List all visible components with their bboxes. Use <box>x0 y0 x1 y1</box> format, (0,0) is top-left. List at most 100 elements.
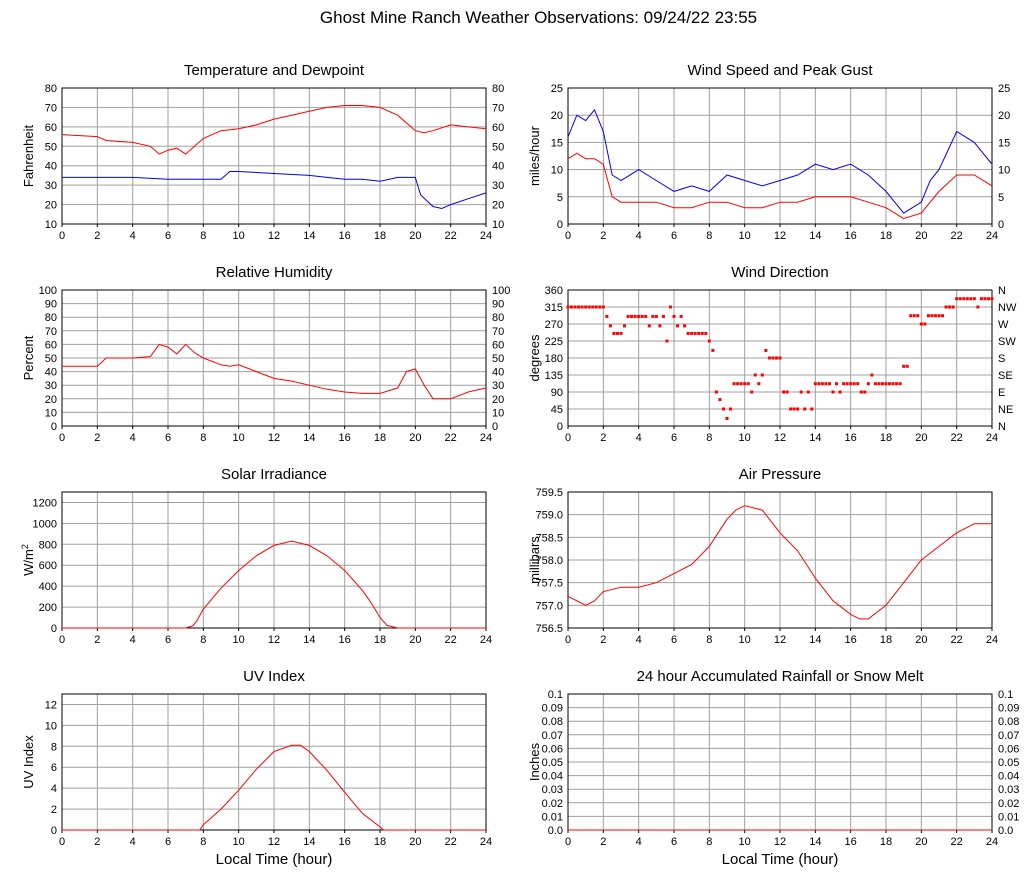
rh-right-ytick-label: 80 <box>492 312 504 324</box>
winddir-xtick-label: 10 <box>739 432 751 444</box>
temp-series-line-1 <box>62 171 487 210</box>
rain-ytick-label: 0.0 <box>548 825 563 837</box>
winddir-point <box>803 407 807 411</box>
rh-ytick-label: 30 <box>45 380 57 392</box>
winddir-title: Wind Direction <box>731 264 829 281</box>
wind-right-ytick-label: 10 <box>998 165 1010 177</box>
winddir-point <box>944 305 948 309</box>
uv-xtick-label: 4 <box>130 836 136 848</box>
wind-ytick-label: 15 <box>551 137 563 149</box>
rh-right-ytick-label: 90 <box>492 299 504 311</box>
wind-ylabel: miles/hour <box>527 125 542 186</box>
winddir-point <box>877 382 881 386</box>
uv-ytick-label: 2 <box>51 804 57 816</box>
winddir-point <box>976 305 980 309</box>
winddir-point <box>873 382 877 386</box>
winddir-ytick-label: 45 <box>551 404 563 416</box>
rain-ytick-label: 0.06 <box>542 743 563 755</box>
uv-title: UV Index <box>243 668 305 685</box>
winddir-point <box>990 297 994 301</box>
winddir-point <box>598 305 602 309</box>
rh-ylabel: Percent <box>21 335 36 380</box>
winddir-xtick-label: 8 <box>706 432 712 444</box>
uv-xtick-label: 14 <box>303 836 315 848</box>
rain-right-ytick-label: 0.06 <box>998 743 1019 755</box>
winddir-point <box>647 324 651 328</box>
winddir-point <box>704 331 708 335</box>
winddir-point <box>767 356 771 360</box>
winddir-point <box>591 305 595 309</box>
solar-ytick-label: 0 <box>51 623 57 635</box>
winddir-point <box>619 331 623 335</box>
wind-xtick-label: 24 <box>986 230 998 242</box>
winddir-xtick-label: 2 <box>600 432 606 444</box>
winddir-xtick-label: 6 <box>671 432 677 444</box>
uv-xtick-label: 22 <box>445 836 457 848</box>
pressure-xtick-label: 10 <box>739 634 751 646</box>
uv-xtick-label: 18 <box>374 836 386 848</box>
winddir-point <box>637 314 641 318</box>
solar-xtick-label: 8 <box>200 634 206 646</box>
winddir-xtick-label: 24 <box>986 432 998 444</box>
rh-xtick-label: 22 <box>445 432 457 444</box>
wind-xtick-label: 18 <box>880 230 892 242</box>
winddir-point <box>615 331 619 335</box>
winddir-point <box>626 314 630 318</box>
uv-xtick-label: 16 <box>339 836 351 848</box>
winddir-point <box>955 297 959 301</box>
rh-ytick-label: 60 <box>45 339 57 351</box>
rh-ytick-label: 20 <box>45 394 57 406</box>
rain-xtick-label: 4 <box>636 836 642 848</box>
rain-right-ytick-label: 0.09 <box>998 703 1019 715</box>
winddir-point <box>683 324 687 328</box>
wind-ytick-label: 0 <box>557 219 563 231</box>
pressure-ytick-label: 759.0 <box>535 510 563 522</box>
uv-xtick-label: 12 <box>268 836 280 848</box>
temp-ytick-label: 70 <box>45 102 57 114</box>
winddir-point <box>661 314 665 318</box>
rh-xtick-label: 4 <box>130 432 136 444</box>
winddir-ytick-label: 225 <box>545 336 563 348</box>
wind-right-ytick-label: 5 <box>998 192 1004 204</box>
winddir-point <box>693 331 697 335</box>
winddir-point <box>676 324 680 328</box>
temp-title: Temperature and Dewpoint <box>184 62 365 79</box>
winddir-point <box>672 314 676 318</box>
rain-ytick-label: 0.05 <box>542 757 563 769</box>
rh-ytick-label: 90 <box>45 299 57 311</box>
winddir-point <box>958 297 962 301</box>
temp-xtick-label: 18 <box>374 230 386 242</box>
winddir-point <box>951 305 955 309</box>
rh-xtick-label: 20 <box>409 432 421 444</box>
winddir-point <box>668 305 672 309</box>
winddir-point <box>842 382 846 386</box>
pressure-xtick-label: 4 <box>636 634 642 646</box>
winddir-point <box>845 382 849 386</box>
winddir-point <box>570 305 574 309</box>
rain-xlabel: Local Time (hour) <box>722 851 839 868</box>
winddir-point <box>718 398 722 402</box>
wind-right-ytick-label: 15 <box>998 137 1010 149</box>
solar-xtick-label: 18 <box>374 634 386 646</box>
winddir-xtick-label: 18 <box>880 432 892 444</box>
uv-xtick-label: 0 <box>59 836 65 848</box>
rain-xtick-label: 16 <box>845 836 857 848</box>
winddir-point <box>810 407 814 411</box>
temp-ytick-label: 20 <box>45 200 57 212</box>
wind-xtick-label: 12 <box>774 230 786 242</box>
page-title: Ghost Mine Ranch Weather Observations: 0… <box>319 8 758 27</box>
winddir-xtick-label: 16 <box>845 432 857 444</box>
temp-xtick-label: 22 <box>445 230 457 242</box>
pressure-ytick-label: 758.0 <box>535 555 563 567</box>
winddir-point <box>912 314 916 318</box>
winddir-point <box>654 314 658 318</box>
uv-ytick-label: 0 <box>51 825 57 837</box>
winddir-right-ytick-label: S <box>998 353 1005 365</box>
rain-right-ytick-label: 0.0 <box>998 825 1013 837</box>
rain-xtick-label: 6 <box>671 836 677 848</box>
wind-xtick-label: 20 <box>915 230 927 242</box>
rain-xtick-label: 14 <box>809 836 821 848</box>
